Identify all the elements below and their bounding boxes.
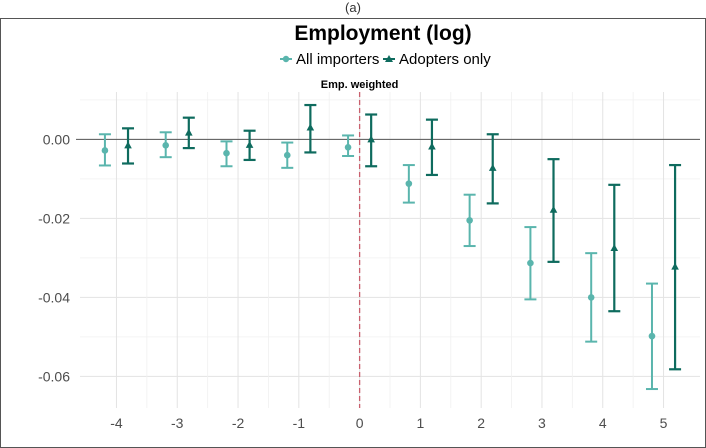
point-estimate [245,140,254,148]
x-tick-label: 2 [477,415,485,431]
series-all-importers [98,131,658,391]
legend: All importers Adopters only [280,51,491,68]
point-estimate [671,262,679,270]
point-estimate [306,123,315,131]
x-tick-label: -4 [110,415,123,431]
point-estimate [466,217,473,224]
y-tick-label: -0.04 [38,289,70,305]
x-tick-label: 3 [538,415,546,431]
x-tick-label: -2 [232,415,245,431]
point-estimate [610,244,619,252]
x-tick-label: -3 [171,415,184,431]
legend-label-adopters-only: Adopters only [399,51,491,68]
point-estimate [283,151,291,159]
point-estimate [648,332,656,340]
x-tick-label: 4 [599,415,607,431]
legend-marker-all-importers [282,55,290,63]
point-estimate [527,259,534,267]
point-estimate [488,163,497,171]
series-adopters-only [122,103,682,371]
grid [80,92,700,408]
series [98,103,682,391]
chart-title: Employment (log) [294,22,471,45]
point-estimate [587,294,595,301]
legend-marker-adopters-only [385,55,393,62]
point-estimate [428,142,436,150]
x-tick-label: -1 [293,415,306,431]
point-estimate [124,141,132,149]
x-tick-label: 0 [356,415,364,431]
x-tick-label: 1 [416,415,424,431]
point-estimate [344,144,352,151]
point-estimate [549,205,558,213]
y-tick-label: -0.02 [38,210,70,226]
point-estimate [405,180,413,187]
point-estimate [101,147,109,154]
panel-caption: (a) [345,0,361,15]
axes: 0.00 -0.02 -0.04 -0.06 -4 -3 -2 -1 0 1 2 3 4 5 [38,131,668,431]
point-estimate [367,135,375,143]
legend-label-all-importers: All importers [296,51,379,68]
reference-lines: Emp. weighted [76,79,700,408]
y-tick-label: 0.00 [43,131,70,147]
point-estimate [185,128,193,136]
x-tick-label: 5 [660,415,668,431]
y-tick-label: -0.06 [38,368,70,384]
reference-line-label: Emp. weighted [321,79,399,91]
point-estimate [162,142,170,149]
point-estimate [223,149,230,157]
